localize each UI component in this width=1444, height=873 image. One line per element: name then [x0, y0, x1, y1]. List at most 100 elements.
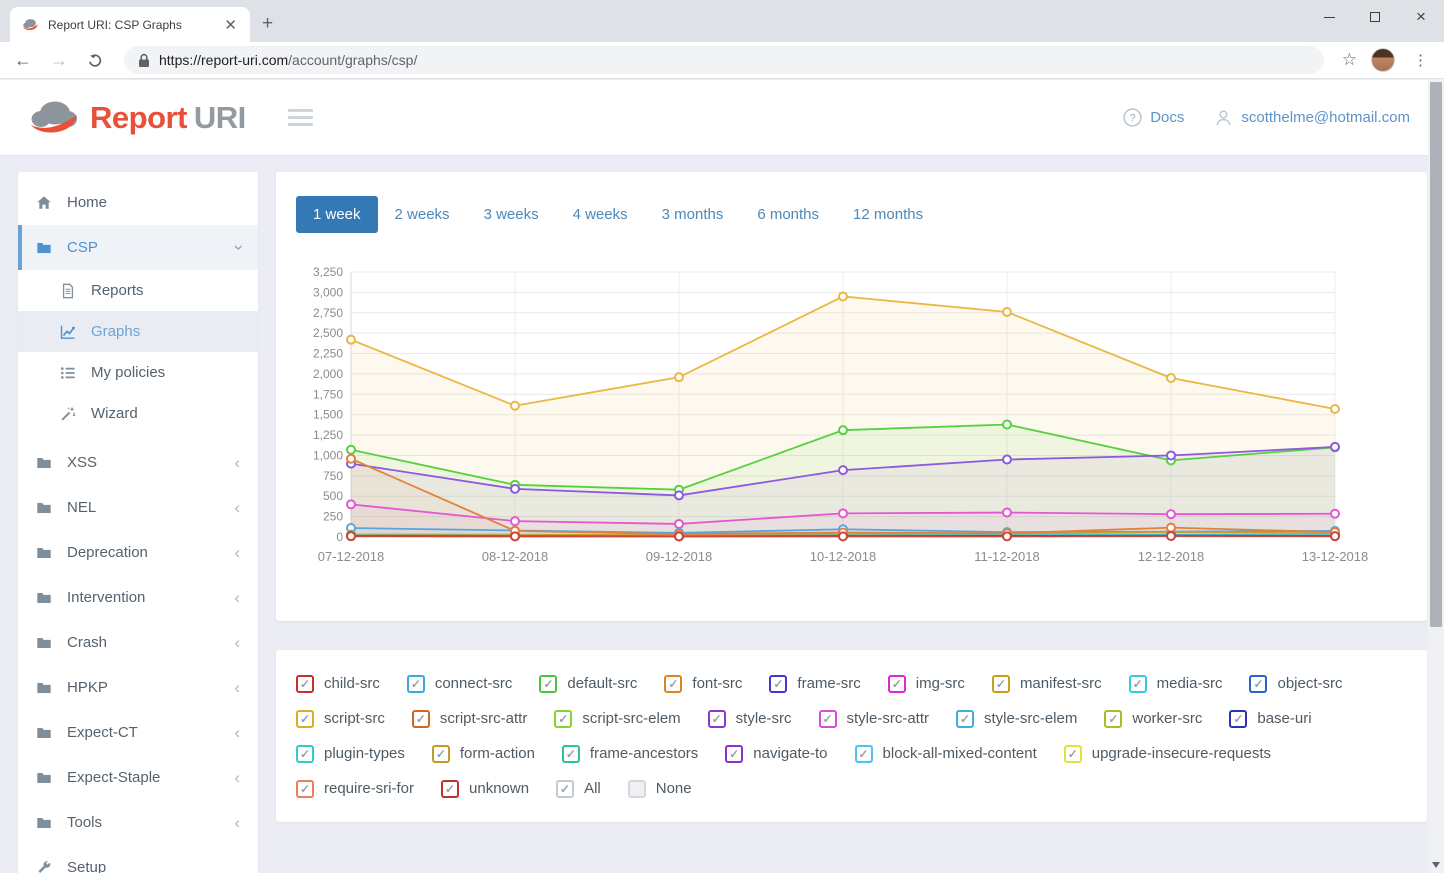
legend-item-default-src[interactable]: ✓default-src: [539, 675, 637, 693]
period-tab-2-weeks[interactable]: 2 weeks: [378, 196, 467, 233]
legend-item-upgrade-insecure-requests[interactable]: ✓upgrade-insecure-requests: [1064, 745, 1271, 763]
legend-item-child-src[interactable]: ✓child-src: [296, 675, 380, 693]
checkbox-upgrade-insecure-requests[interactable]: ✓: [1064, 745, 1082, 763]
checkbox-script-src[interactable]: ✓: [296, 710, 314, 728]
back-icon[interactable]: ←: [12, 50, 34, 71]
legend-item-form-action[interactable]: ✓form-action: [432, 745, 535, 763]
legend-item-img-src[interactable]: ✓img-src: [888, 675, 965, 693]
legend-item-plugin-types[interactable]: ✓plugin-types: [296, 745, 405, 763]
window-minimize-button[interactable]: [1306, 0, 1352, 34]
legend-item-object-src[interactable]: ✓object-src: [1249, 675, 1342, 693]
chart-point-font-src[interactable]: [347, 455, 355, 463]
checkbox-all[interactable]: ✓: [556, 780, 574, 798]
new-tab-button[interactable]: +: [262, 12, 273, 36]
chart-point-style-src[interactable]: [1003, 456, 1011, 464]
checkbox-unknown[interactable]: ✓: [441, 780, 459, 798]
chart-point-unknown[interactable]: [1331, 532, 1339, 540]
sidebar-item-tools[interactable]: Tools‹: [18, 800, 258, 845]
scrollbar-thumb[interactable]: [1430, 82, 1442, 627]
sidebar-item-hpkp[interactable]: HPKP‹: [18, 665, 258, 710]
legend-item-font-src[interactable]: ✓font-src: [664, 675, 742, 693]
chart-point-img-src[interactable]: [1331, 510, 1339, 518]
legend-item-media-src[interactable]: ✓media-src: [1129, 675, 1223, 693]
forward-icon[interactable]: →: [48, 50, 70, 71]
chart-point-style-src[interactable]: [839, 466, 847, 474]
legend-item-manifest-src[interactable]: ✓manifest-src: [992, 675, 1102, 693]
chart-point-img-src[interactable]: [675, 520, 683, 528]
period-tab-6-months[interactable]: 6 months: [740, 196, 836, 233]
chart-point-style-src[interactable]: [1167, 451, 1175, 459]
chart-point-style-src[interactable]: [511, 485, 519, 493]
chart-point-unknown[interactable]: [1167, 532, 1175, 540]
checkbox-font-src[interactable]: ✓: [664, 675, 682, 693]
legend-item-style-src-attr[interactable]: ✓style-src-attr: [819, 710, 930, 728]
period-tab-3-months[interactable]: 3 months: [645, 196, 741, 233]
chart-point-script-src[interactable]: [1167, 374, 1175, 382]
legend-item-frame-src[interactable]: ✓frame-src: [769, 675, 860, 693]
sidebar-item-home[interactable]: Home: [18, 180, 258, 225]
chart-point-unknown[interactable]: [1003, 532, 1011, 540]
browser-tab[interactable]: Report URI: CSP Graphs ✕: [10, 7, 250, 42]
menu-dots-icon[interactable]: ⋮: [1409, 51, 1432, 69]
sidebar-item-nel[interactable]: NEL‹: [18, 485, 258, 530]
sidebar-item-reports[interactable]: Reports: [18, 270, 258, 311]
checkbox-base-uri[interactable]: ✓: [1229, 710, 1247, 728]
chart-point-default-src[interactable]: [839, 426, 847, 434]
sidebar-item-wizard[interactable]: Wizard: [18, 393, 258, 434]
legend-item-none[interactable]: None: [628, 780, 692, 798]
chart-point-script-src[interactable]: [839, 292, 847, 300]
legend-item-script-src[interactable]: ✓script-src: [296, 710, 385, 728]
legend-item-script-src-elem[interactable]: ✓script-src-elem: [554, 710, 680, 728]
chart-point-default-src[interactable]: [1003, 420, 1011, 428]
chart-canvas[interactable]: 02505007501,0001,2501,5001,7502,0002,250…: [296, 262, 1407, 570]
window-close-button[interactable]: ×: [1398, 0, 1444, 34]
checkbox-script-src-attr[interactable]: ✓: [412, 710, 430, 728]
sidebar-item-csp[interactable]: CSP‹: [18, 225, 258, 270]
docs-link[interactable]: ? Docs: [1123, 108, 1184, 127]
chart-point-script-src[interactable]: [1003, 308, 1011, 316]
sidebar-item-my-policies[interactable]: My policies: [18, 352, 258, 393]
legend-item-script-src-attr[interactable]: ✓script-src-attr: [412, 710, 528, 728]
bookmark-star-icon[interactable]: ☆: [1342, 50, 1357, 70]
hamburger-menu-icon[interactable]: [288, 109, 313, 126]
checkbox-child-src[interactable]: ✓: [296, 675, 314, 693]
sidebar-item-expect-staple[interactable]: Expect-Staple‹: [18, 755, 258, 800]
chart-point-img-src[interactable]: [1003, 509, 1011, 517]
chart-point-font-src[interactable]: [1167, 524, 1175, 532]
checkbox-style-src[interactable]: ✓: [708, 710, 726, 728]
sidebar-item-crash[interactable]: Crash‹: [18, 620, 258, 665]
sidebar-item-deprecation[interactable]: Deprecation‹: [18, 530, 258, 575]
sidebar-item-xss[interactable]: XSS‹: [18, 440, 258, 485]
chart-point-img-src[interactable]: [839, 509, 847, 517]
legend-item-connect-src[interactable]: ✓connect-src: [407, 675, 513, 693]
checkbox-script-src-elem[interactable]: ✓: [554, 710, 572, 728]
chart-point-unknown[interactable]: [511, 532, 519, 540]
period-tab-4-weeks[interactable]: 4 weeks: [556, 196, 645, 233]
url-bar[interactable]: https://report-uri.com/account/graphs/cs…: [124, 46, 1324, 74]
chart-point-script-src[interactable]: [1331, 405, 1339, 413]
chart-point-default-src[interactable]: [347, 446, 355, 454]
sidebar-item-setup[interactable]: Setup: [18, 845, 258, 873]
checkbox-style-src-attr[interactable]: ✓: [819, 710, 837, 728]
legend-item-worker-src[interactable]: ✓worker-src: [1104, 710, 1202, 728]
chart-point-unknown[interactable]: [347, 532, 355, 540]
checkbox-object-src[interactable]: ✓: [1249, 675, 1267, 693]
tab-close-icon[interactable]: ✕: [221, 16, 240, 34]
checkbox-style-src-elem[interactable]: ✓: [956, 710, 974, 728]
chart-point-script-src[interactable]: [511, 402, 519, 410]
chart-point-img-src[interactable]: [511, 517, 519, 525]
legend-item-frame-ancestors[interactable]: ✓frame-ancestors: [562, 745, 698, 763]
checkbox-none[interactable]: [628, 780, 646, 798]
sidebar-item-graphs[interactable]: Graphs: [18, 311, 258, 352]
checkbox-default-src[interactable]: ✓: [539, 675, 557, 693]
period-tab-3-weeks[interactable]: 3 weeks: [467, 196, 556, 233]
browser-avatar[interactable]: [1371, 48, 1395, 72]
page-scrollbar[interactable]: [1428, 79, 1444, 873]
chart-point-script-src[interactable]: [675, 373, 683, 381]
checkbox-img-src[interactable]: ✓: [888, 675, 906, 693]
csp-reports-chart[interactable]: 02505007501,0001,2501,5001,7502,0002,250…: [296, 262, 1407, 575]
checkbox-media-src[interactable]: ✓: [1129, 675, 1147, 693]
checkbox-block-all-mixed-content[interactable]: ✓: [855, 745, 873, 763]
checkbox-manifest-src[interactable]: ✓: [992, 675, 1010, 693]
legend-item-unknown[interactable]: ✓unknown: [441, 780, 529, 798]
